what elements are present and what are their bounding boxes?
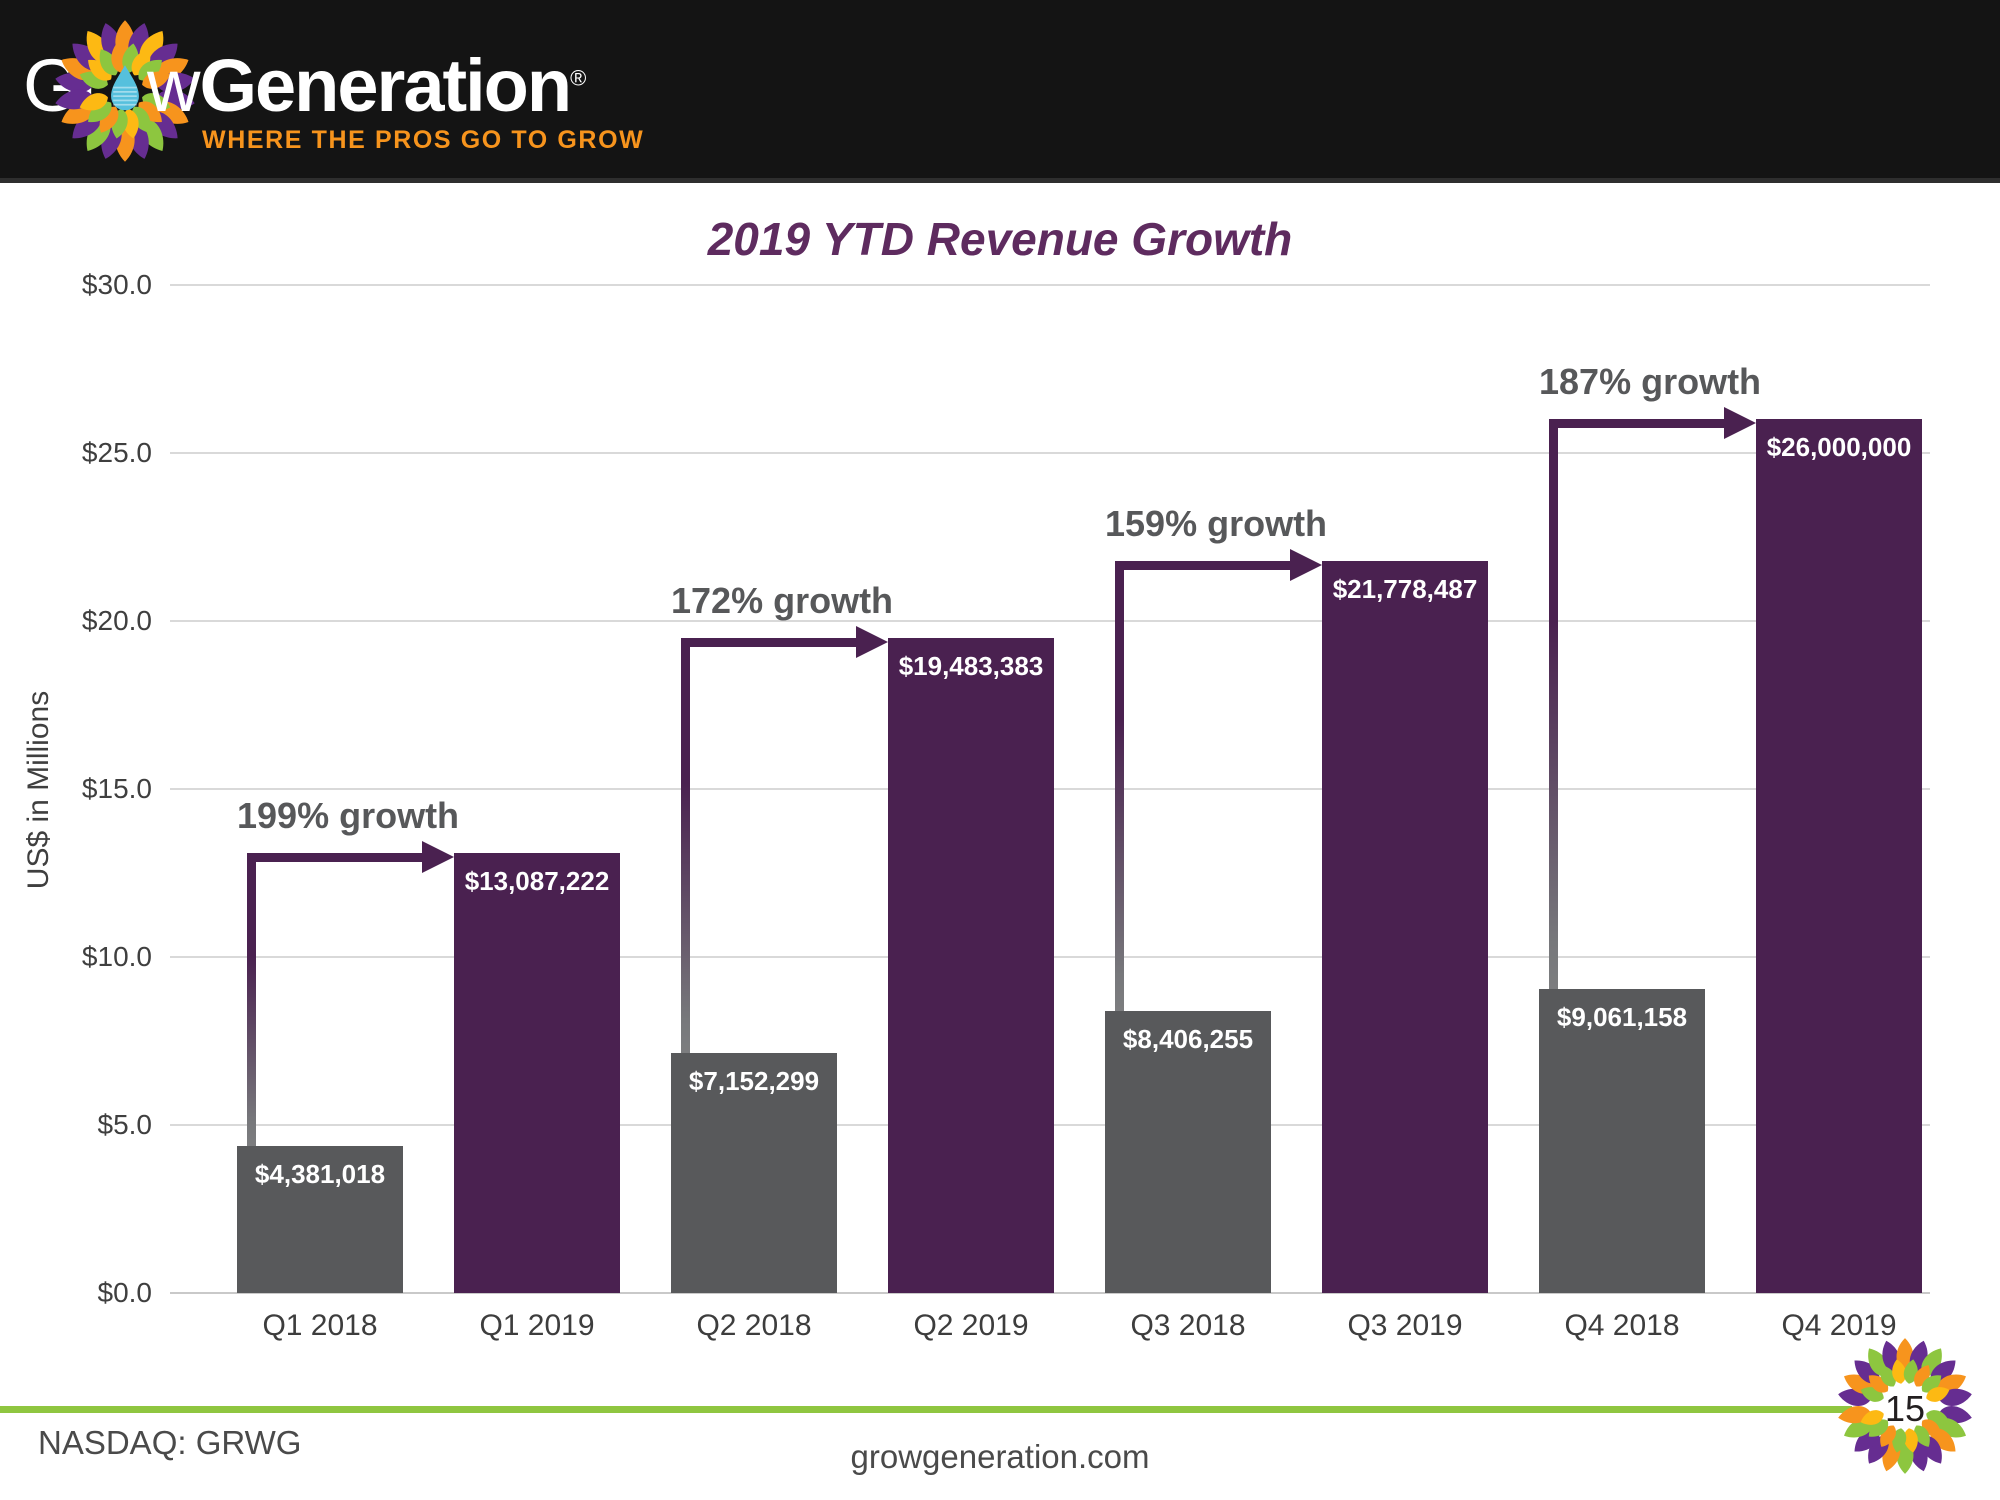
growth-arrow-horizontal-1 (681, 638, 858, 648)
logo-text-generation: wGeneration® (147, 49, 586, 123)
y-tick-label-20: $20.0 (81, 605, 152, 636)
leaf (138, 59, 162, 81)
bar-value-label: $8,406,255 (1122, 1023, 1254, 1054)
leaf (1880, 1365, 1896, 1387)
y-tick-label-15: $15.0 (81, 773, 152, 804)
growth-arrow-head-0 (422, 841, 454, 874)
leaf (1903, 1428, 1918, 1453)
x-tick-label-q4-2018: Q4 2018 (1564, 1309, 1680, 1342)
bar-q2-2019: $19,483,383 (888, 638, 1054, 1293)
leaf (79, 93, 108, 111)
y-tick-label-30: $30.0 (81, 269, 152, 300)
x-tick-label-q2-2019: Q2 2019 (913, 1309, 1029, 1342)
growth-arrow-vertical-2 (1115, 561, 1124, 1011)
bar-q1-2018: $4,381,018 (237, 1145, 403, 1293)
growth-arrow-vertical-3 (1549, 419, 1558, 989)
bar-value-label: $13,087,222 (464, 866, 610, 897)
growth-label-2: 159% growth (1105, 503, 1328, 545)
y-tick-label-25: $25.0 (81, 437, 152, 468)
x-tick-label-q1-2018: Q1 2018 (262, 1309, 378, 1342)
bar-q4-2018: $9,061,158 (1539, 988, 1705, 1293)
gridline-30 (170, 284, 1930, 286)
growth-arrow-vertical-0 (247, 853, 256, 1146)
leaf (1860, 1410, 1884, 1425)
header-bar: Gr wGeneration® WHERE THE PROS GO TO GRO… (0, 0, 2000, 183)
leaf (142, 71, 171, 89)
y-tick-label-0: $0.0 (97, 1277, 153, 1308)
drop-stripe (113, 95, 137, 97)
bar-value-label: $19,483,383 (898, 651, 1044, 682)
x-tick-label-q4-2019: Q4 2019 (1781, 1309, 1897, 1342)
registered-mark: ® (570, 65, 587, 91)
y-tick-label-5: $5.0 (97, 1109, 153, 1140)
growth-arrow-head-1 (856, 626, 888, 659)
logo-tagline: WHERE THE PROS GO TO GROW (202, 126, 645, 154)
growth-arrow-vertical-1 (681, 638, 690, 1053)
leaf (1914, 1425, 1930, 1447)
page-number: 15 (1884, 1388, 1926, 1429)
bar-q4-2019: $26,000,000 (1756, 419, 1922, 1293)
gridline-20 (170, 620, 1930, 622)
leaf (99, 49, 119, 76)
drop-stripe (113, 103, 137, 106)
x-tick-label-q3-2019: Q3 2019 (1347, 1309, 1463, 1342)
logo-flower-icon (55, 20, 195, 162)
leaf (1926, 1387, 1950, 1402)
growth-arrow-horizontal-2 (1115, 561, 1292, 571)
growth-arrow-horizontal-3 (1549, 419, 1726, 429)
growth-label-1: 172% growth (671, 580, 894, 622)
logo-text-w: w (147, 44, 200, 127)
logo-text-generation-bold: Generation (199, 44, 572, 127)
bar-q2-2018: $7,152,299 (671, 1052, 837, 1293)
leaf (131, 106, 151, 133)
growth-arrow-head-2 (1290, 549, 1322, 582)
ticker-label: NASDAQ: GRWG (38, 1424, 302, 1461)
x-tick-label-q2-2018: Q2 2018 (696, 1309, 812, 1342)
y-tick-label-10: $10.0 (81, 941, 152, 972)
x-tick-label-q1-2019: Q1 2019 (479, 1309, 595, 1342)
drop-stripe (113, 99, 137, 102)
water-drop-icon (111, 65, 139, 111)
chart-title: 2019 YTD Revenue Growth (707, 213, 1293, 265)
footer-accent-line (0, 1406, 1852, 1413)
gridline-25 (170, 452, 1930, 454)
drop-stripe (113, 91, 137, 93)
growth-label-3: 187% growth (1539, 361, 1762, 403)
x-tick-label-q3-2018: Q3 2018 (1130, 1309, 1246, 1342)
growth-arrow-horizontal-0 (247, 853, 424, 863)
footer-flower-icon (1838, 1338, 1972, 1474)
bar-q3-2018: $8,406,255 (1105, 1010, 1271, 1293)
leaf (1892, 1359, 1907, 1384)
bar-value-label: $4,381,018 (254, 1158, 386, 1189)
website-label: growgeneration.com (850, 1438, 1150, 1475)
bar-value-label: $7,152,299 (688, 1065, 820, 1096)
growth-label-0: 199% growth (237, 795, 460, 837)
bar-q1-2019: $13,087,222 (454, 853, 620, 1293)
bar-value-label: $26,000,000 (1766, 432, 1912, 463)
bar-q3-2019: $21,778,487 (1322, 561, 1488, 1293)
leaf (88, 101, 112, 123)
drop-stripe (113, 86, 137, 89)
gridline-0 (170, 1292, 1930, 1294)
bar-value-label: $9,061,158 (1556, 1001, 1688, 1032)
plot-area: $0.0 $5.0 $10.0 $15.0 $20.0 $25.0 $30.0 $4,381,… (82, 269, 1930, 1342)
growth-arrow-head-3 (1724, 407, 1756, 440)
bar-value-label: $21,778,487 (1332, 574, 1478, 605)
